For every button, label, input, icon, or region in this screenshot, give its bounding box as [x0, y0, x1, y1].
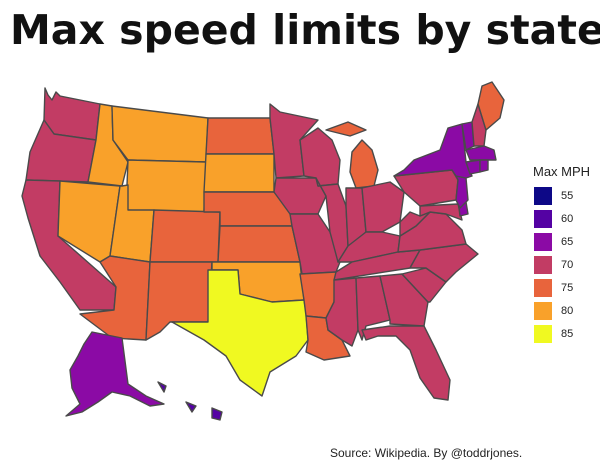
- legend-item: 55: [533, 184, 590, 207]
- state-NH: [471, 103, 487, 147]
- state-WY: [125, 159, 207, 213]
- state-AK: [65, 331, 165, 417]
- legend-swatch: [533, 231, 553, 252]
- state-SD: [203, 153, 275, 193]
- legend-label: 55: [561, 189, 574, 202]
- state-ME: [477, 81, 505, 131]
- source-credit: Source: Wikipedia. By @toddrjones.: [330, 446, 523, 460]
- legend-swatch: [533, 254, 553, 275]
- legend-label: 65: [561, 235, 574, 248]
- legend-label: 80: [561, 304, 574, 317]
- legend-swatch: [533, 208, 553, 229]
- legend-swatch: [533, 185, 553, 206]
- state-RI: [479, 159, 489, 173]
- state-TX: [171, 269, 309, 397]
- legend-item: 65: [533, 230, 590, 253]
- legend-swatch: [533, 277, 553, 298]
- legend-item: 75: [533, 276, 590, 299]
- state-OH: [361, 181, 405, 233]
- state-MI: [325, 121, 379, 189]
- legend-item: 80: [533, 299, 590, 322]
- legend-item: 85: [533, 322, 590, 345]
- legend-label: 85: [561, 327, 574, 340]
- state-FL: [361, 325, 451, 401]
- legend-title: Max MPH: [533, 164, 591, 179]
- state-MT: [111, 105, 209, 163]
- state-SC: [401, 267, 447, 303]
- state-KS: [217, 225, 301, 263]
- state-ND: [205, 117, 275, 155]
- legend: Max MPH 55 60 65 70 75 80 85: [533, 164, 590, 345]
- page-title: Max speed limits by state: [10, 6, 600, 54]
- legend-swatch: [533, 300, 553, 321]
- state-MA: [465, 145, 497, 161]
- legend-item: 70: [533, 253, 590, 276]
- state-NY: [393, 123, 473, 179]
- legend-label: 75: [561, 281, 574, 294]
- legend-swatch: [533, 323, 553, 344]
- legend-item: 60: [533, 207, 590, 230]
- legend-label: 60: [561, 212, 574, 225]
- state-CO: [149, 209, 221, 263]
- legend-label: 70: [561, 258, 574, 271]
- state-HI: [157, 381, 223, 421]
